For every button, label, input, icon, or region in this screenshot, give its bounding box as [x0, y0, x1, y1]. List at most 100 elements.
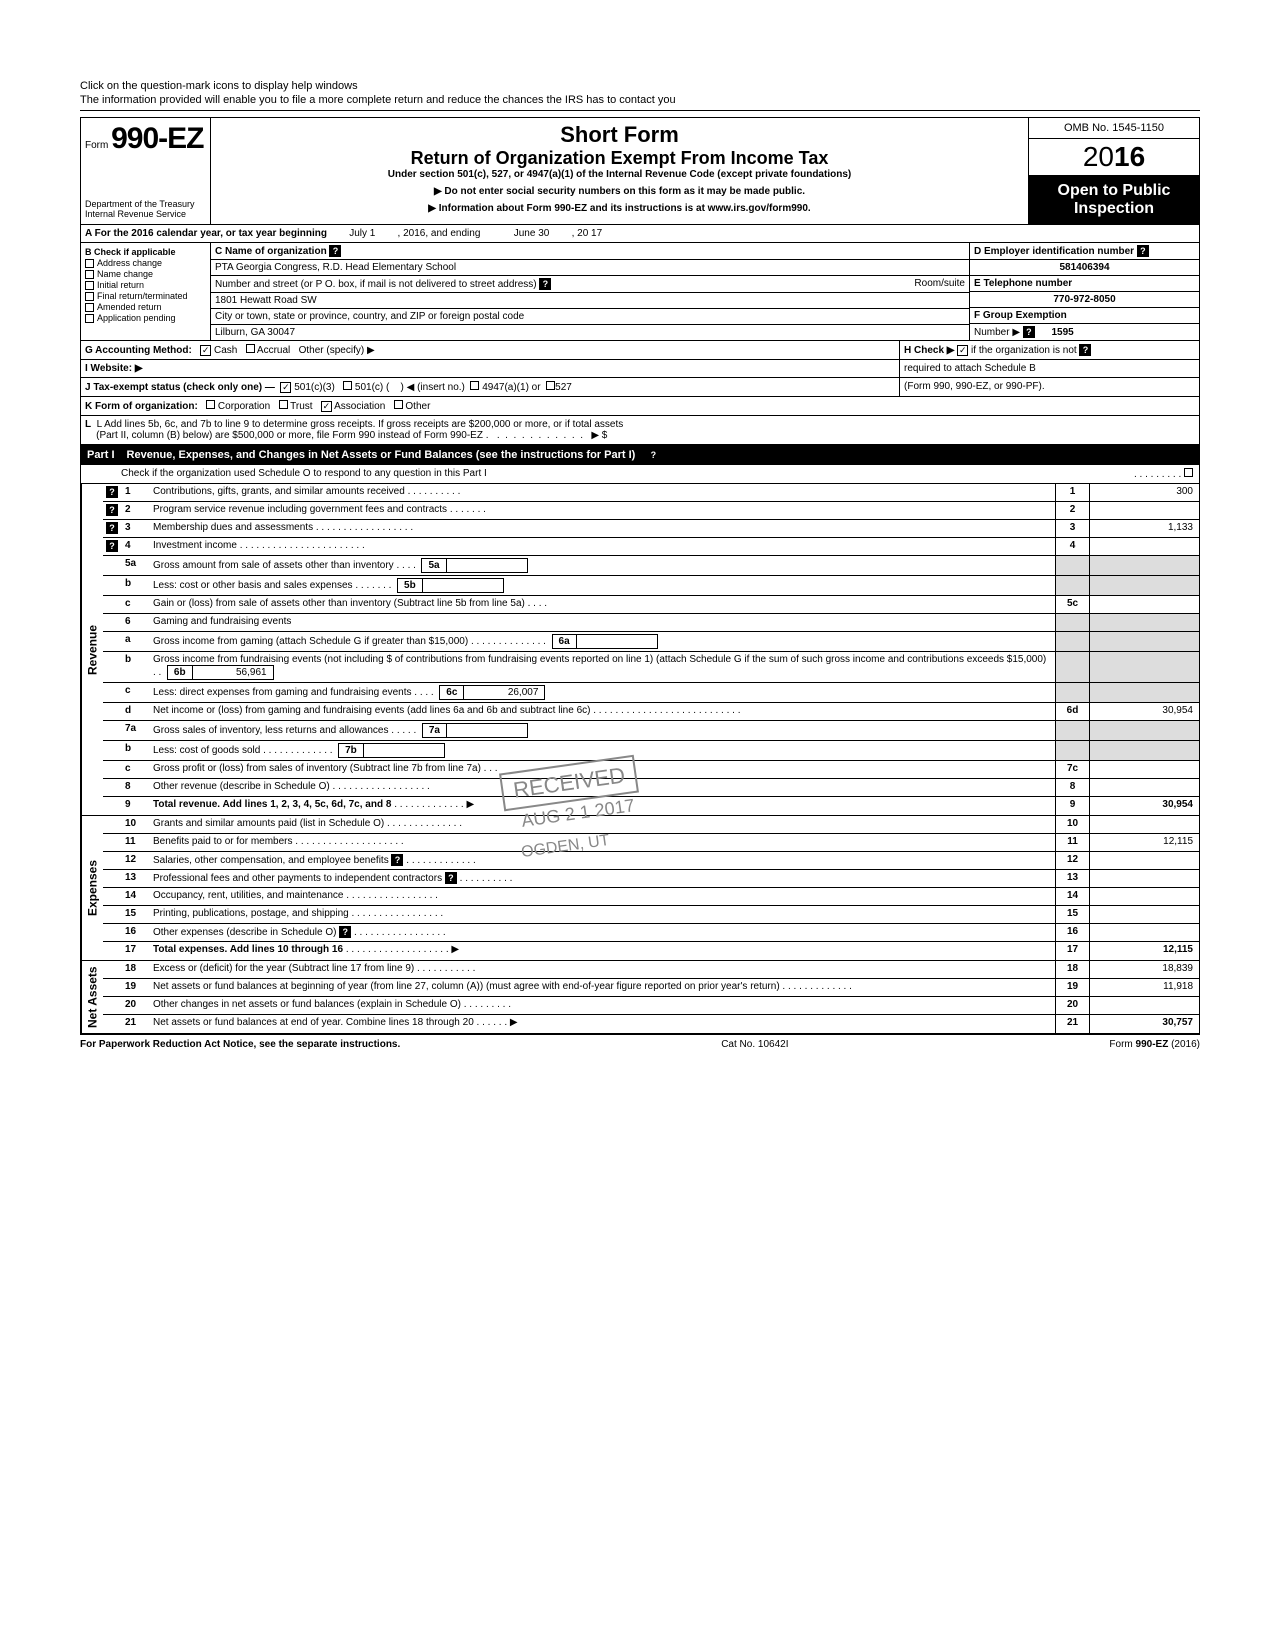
line-num: 17 [121, 942, 149, 960]
row-l: L L Add lines 5b, 6c, and 7b to line 9 t… [81, 416, 1199, 444]
line-box: 8 [1055, 779, 1089, 796]
chk-cash[interactable]: ✓ [200, 345, 211, 356]
col-c: C Name of organization ? PTA Georgia Con… [211, 243, 969, 340]
line-desc: Membership dues and assessments [153, 522, 313, 533]
col-b: B Check if applicable Address change Nam… [81, 243, 211, 340]
right-header-block: OMB No. 1545-1150 2016 Open to Public In… [1029, 118, 1199, 224]
line-num: c [121, 596, 149, 613]
netassets-label: Net Assets [81, 961, 103, 1033]
city: Lilburn, GA 30047 [215, 327, 295, 338]
line-desc: Excess or (deficit) for the year (Subtra… [153, 963, 414, 974]
line-num: 4 [121, 538, 149, 555]
chk-initial-return[interactable]: Initial return [85, 280, 206, 290]
f-num-label: Number ▶ [974, 327, 1020, 338]
j-501c3: 501(c)(3) [294, 382, 335, 393]
inner-box-label: 6b [168, 666, 193, 679]
help-icon[interactable]: ? [106, 540, 118, 552]
help-icon[interactable]: ? [1023, 326, 1035, 338]
line-num: 13 [121, 870, 149, 887]
help-icon[interactable]: ? [445, 872, 457, 884]
help-icon[interactable]: ? [329, 245, 341, 257]
chk-4947[interactable] [470, 381, 479, 390]
chk-corporation[interactable] [206, 400, 215, 409]
line-desc: Other revenue (describe in Schedule O) [153, 781, 330, 792]
revenue-label: Revenue [81, 484, 103, 815]
chk-association[interactable]: ✓ [321, 401, 332, 412]
line-num: b [121, 576, 149, 595]
line-val: 18,839 [1089, 961, 1199, 978]
h-text: if the organization is not [971, 345, 1077, 356]
inner-box-val [423, 579, 503, 592]
help-icon[interactable]: ? [106, 504, 118, 516]
inner-box-label: 5a [422, 559, 446, 572]
line-desc: Total expenses. Add lines 10 through 16 [153, 944, 343, 955]
line-num: 3 [121, 520, 149, 537]
h-text2: required to attach Schedule B [904, 363, 1036, 374]
line-num: 15 [121, 906, 149, 923]
line-val [1089, 761, 1199, 778]
chk-final-return[interactable]: Final return/terminated [85, 291, 206, 301]
help-icon[interactable]: ? [539, 278, 551, 290]
line-a-year: , 20 17 [572, 228, 603, 239]
chk-schedule-o[interactable] [1184, 468, 1193, 477]
line-val: 12,115 [1089, 942, 1199, 960]
line-desc: Other expenses (describe in Schedule O) [153, 927, 336, 938]
line-desc: Investment income [153, 540, 237, 551]
chk-527[interactable] [546, 381, 555, 390]
help-icon[interactable]: ? [1137, 245, 1149, 257]
d-label: D Employer identification number [974, 246, 1134, 257]
line-val: 300 [1089, 484, 1199, 501]
line-a: A For the 2016 calendar year, or tax yea… [80, 225, 1200, 243]
b-item-0: Address change [97, 258, 162, 268]
row-h2: required to attach Schedule B [899, 360, 1199, 377]
inner-box-val: 26,007 [464, 686, 544, 699]
line-desc: Gross profit or (loss) from sales of inv… [153, 763, 481, 774]
line-desc: Gross amount from sale of assets other t… [153, 560, 394, 571]
k-label: K Form of organization: [85, 401, 198, 412]
j-label: J Tax-exempt status (check only one) — [85, 382, 275, 393]
line-num: c [121, 761, 149, 778]
footer-right-prefix: Form [1109, 1039, 1135, 1050]
chk-schedule-b[interactable]: ✓ [957, 345, 968, 356]
chk-name-change[interactable]: Name change [85, 269, 206, 279]
year-bold: 16 [1114, 141, 1145, 172]
ein-value: 581406394 [970, 260, 1199, 276]
line-desc: Less: cost of goods sold [153, 745, 260, 756]
part1-header: Part I Revenue, Expenses, and Changes in… [80, 445, 1200, 465]
line-num: a [121, 632, 149, 651]
form-number: 990-EZ [111, 122, 203, 155]
help-icon[interactable]: ? [339, 926, 351, 938]
line-box: 21 [1055, 1015, 1089, 1033]
line-desc: Benefits paid to or for members [153, 836, 293, 847]
inner-box-label: 5b [398, 579, 423, 592]
chk-501c3[interactable]: ✓ [280, 382, 291, 393]
chk-other-org[interactable] [394, 400, 403, 409]
line-box: 18 [1055, 961, 1089, 978]
expenses-label: Expenses [81, 816, 103, 960]
help-icon[interactable]: ? [106, 486, 118, 498]
chk-application-pending[interactable]: Application pending [85, 313, 206, 323]
footer-mid: Cat No. 10642I [721, 1039, 788, 1050]
line-desc: Gain or (loss) from sale of assets other… [153, 598, 525, 609]
line-val [1089, 538, 1199, 555]
help-icon[interactable]: ? [647, 449, 659, 461]
chk-address-change[interactable]: Address change [85, 258, 206, 268]
help-icon[interactable]: ? [391, 854, 403, 866]
inner-box-label: 6c [440, 686, 464, 699]
line-num: 20 [121, 997, 149, 1014]
h-label: H Check ▶ [904, 345, 954, 356]
chk-amended[interactable]: Amended return [85, 302, 206, 312]
help-icon[interactable]: ? [106, 522, 118, 534]
line-val: 11,918 [1089, 979, 1199, 996]
chk-501c[interactable] [343, 381, 352, 390]
line-val: 30,954 [1089, 797, 1199, 815]
chk-accrual[interactable] [246, 344, 255, 353]
inspection-text: Inspection [1031, 200, 1197, 218]
line-num: 19 [121, 979, 149, 996]
help-icon[interactable]: ? [1079, 344, 1091, 356]
chk-trust[interactable] [279, 400, 288, 409]
line-desc: Net assets or fund balances at beginning… [153, 981, 780, 992]
line-box: 1 [1055, 484, 1089, 501]
line-desc: Total revenue. Add lines 1, 2, 3, 4, 5c,… [153, 799, 391, 810]
line-box: 15 [1055, 906, 1089, 923]
